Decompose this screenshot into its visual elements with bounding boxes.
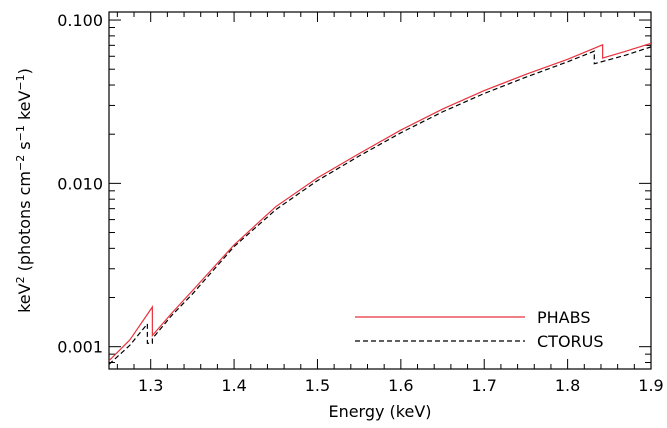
y-tick-label: 0.001 <box>57 338 103 357</box>
series-group <box>108 42 652 365</box>
x-tick-label: 1.9 <box>638 376 663 395</box>
axis-ticks: 1.3 1.4 1.5 1.6 1.7 1.8 1.9 0.001 0.010 0.100 <box>57 11 664 395</box>
x-tick-label: 1.6 <box>388 376 413 395</box>
legend: PHABS CTORUS <box>355 308 604 351</box>
y-axis-title: keV2 (photons cm−2 s−1 keV−1) <box>14 68 34 313</box>
series-ctorus-line <box>108 46 652 365</box>
series-phabs-line <box>108 42 652 362</box>
x-tick-label: 1.3 <box>138 376 163 395</box>
y-tick-label: 0.010 <box>57 174 103 193</box>
x-tick-label: 1.4 <box>221 376 246 395</box>
x-tick-label: 1.8 <box>555 376 580 395</box>
x-tick-label: 1.5 <box>305 376 330 395</box>
legend-label-ctorus: CTORUS <box>537 332 604 351</box>
y-tick-label: 0.100 <box>57 11 103 30</box>
x-tick-label: 1.7 <box>472 376 497 395</box>
x-axis-title: Energy (keV) <box>328 402 431 421</box>
legend-label-phabs: PHABS <box>537 308 590 327</box>
